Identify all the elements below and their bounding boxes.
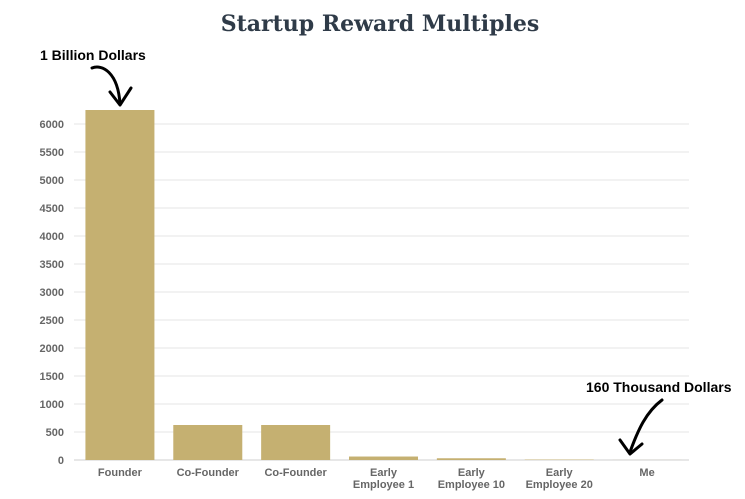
y-tick-label: 0: [58, 455, 64, 467]
x-tick-label: Me: [639, 467, 654, 479]
x-tick-label: Co-Founder: [264, 467, 327, 479]
x-tick-label: Co-Founder: [177, 467, 240, 479]
bar: [173, 425, 242, 460]
x-tick-label: Founder: [98, 467, 143, 479]
bar: [85, 110, 154, 460]
y-tick-label: 2500: [40, 315, 64, 327]
chart-title: Startup Reward Multiples: [0, 11, 745, 37]
y-tick-label: 4500: [40, 203, 64, 215]
annotation-label: 160 Thousand Dollars: [586, 379, 732, 395]
y-tick-label: 5500: [40, 147, 64, 159]
y-tick-label: 500: [46, 427, 64, 439]
y-tick-label: 3500: [40, 259, 64, 271]
y-tick-label: 1500: [40, 371, 64, 383]
y-tick-label: 1000: [40, 399, 64, 411]
bar: [261, 425, 330, 460]
y-tick-label: 2000: [40, 343, 64, 355]
y-tick-label: 3000: [40, 287, 64, 299]
bar: [437, 458, 506, 460]
annotation-label: 1 Billion Dollars: [40, 47, 146, 63]
annotation-arrow: [630, 400, 662, 452]
y-tick-label: 4000: [40, 231, 64, 243]
y-tick-label: 6000: [40, 119, 64, 131]
y-tick-label: 5000: [40, 175, 64, 187]
bar: [349, 457, 418, 460]
